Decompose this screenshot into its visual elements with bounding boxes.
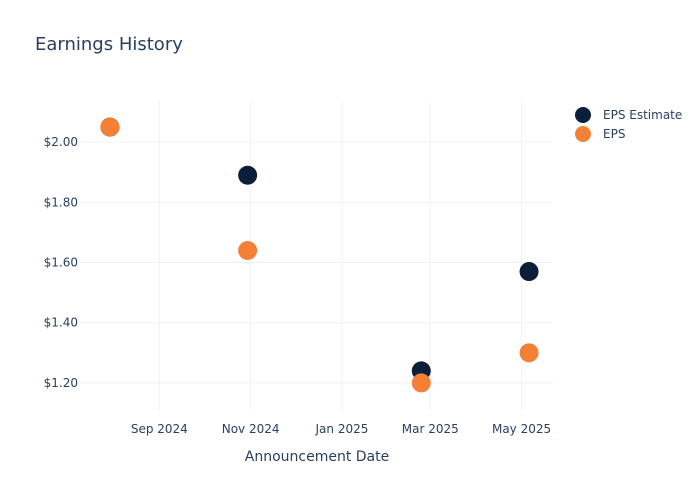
data-point[interactable] xyxy=(411,373,431,393)
x-tick-label: Mar 2025 xyxy=(402,422,459,436)
legend[interactable]: EPS Estimate EPS xyxy=(575,107,682,142)
grid xyxy=(80,100,553,410)
data-points xyxy=(100,117,539,393)
series-eps-estimate xyxy=(100,117,539,381)
y-tick-label: $1.60 xyxy=(44,256,78,270)
data-point[interactable] xyxy=(238,240,258,260)
legend-marker xyxy=(575,107,591,123)
legend-label: EPS Estimate xyxy=(603,108,682,122)
x-tick-label: Jan 2025 xyxy=(315,422,369,436)
axis-ticks: Sep 2024 Nov 2024 Jan 2025 Mar 2025 May 2025… xyxy=(44,135,552,436)
legend-item[interactable]: EPS xyxy=(575,126,625,142)
data-point[interactable] xyxy=(100,117,120,137)
y-tick-label: $2.00 xyxy=(44,135,78,149)
legend-marker xyxy=(575,126,591,142)
data-point[interactable] xyxy=(519,262,539,282)
legend-label: EPS xyxy=(603,127,625,141)
x-axis-title: Announcement Date xyxy=(245,449,389,465)
x-tick-label: Sep 2024 xyxy=(131,422,188,436)
chart-title: Earnings History xyxy=(35,34,183,55)
x-tick-label: May 2025 xyxy=(492,422,551,436)
series-eps xyxy=(100,117,539,393)
data-point[interactable] xyxy=(238,165,258,185)
y-tick-label: $1.40 xyxy=(44,316,78,330)
data-point[interactable] xyxy=(519,343,539,363)
y-tick-label: $1.20 xyxy=(44,376,78,390)
y-tick-label: $1.80 xyxy=(44,195,78,209)
x-tick-label: Nov 2024 xyxy=(222,422,280,436)
legend-item[interactable]: EPS Estimate xyxy=(575,107,682,123)
